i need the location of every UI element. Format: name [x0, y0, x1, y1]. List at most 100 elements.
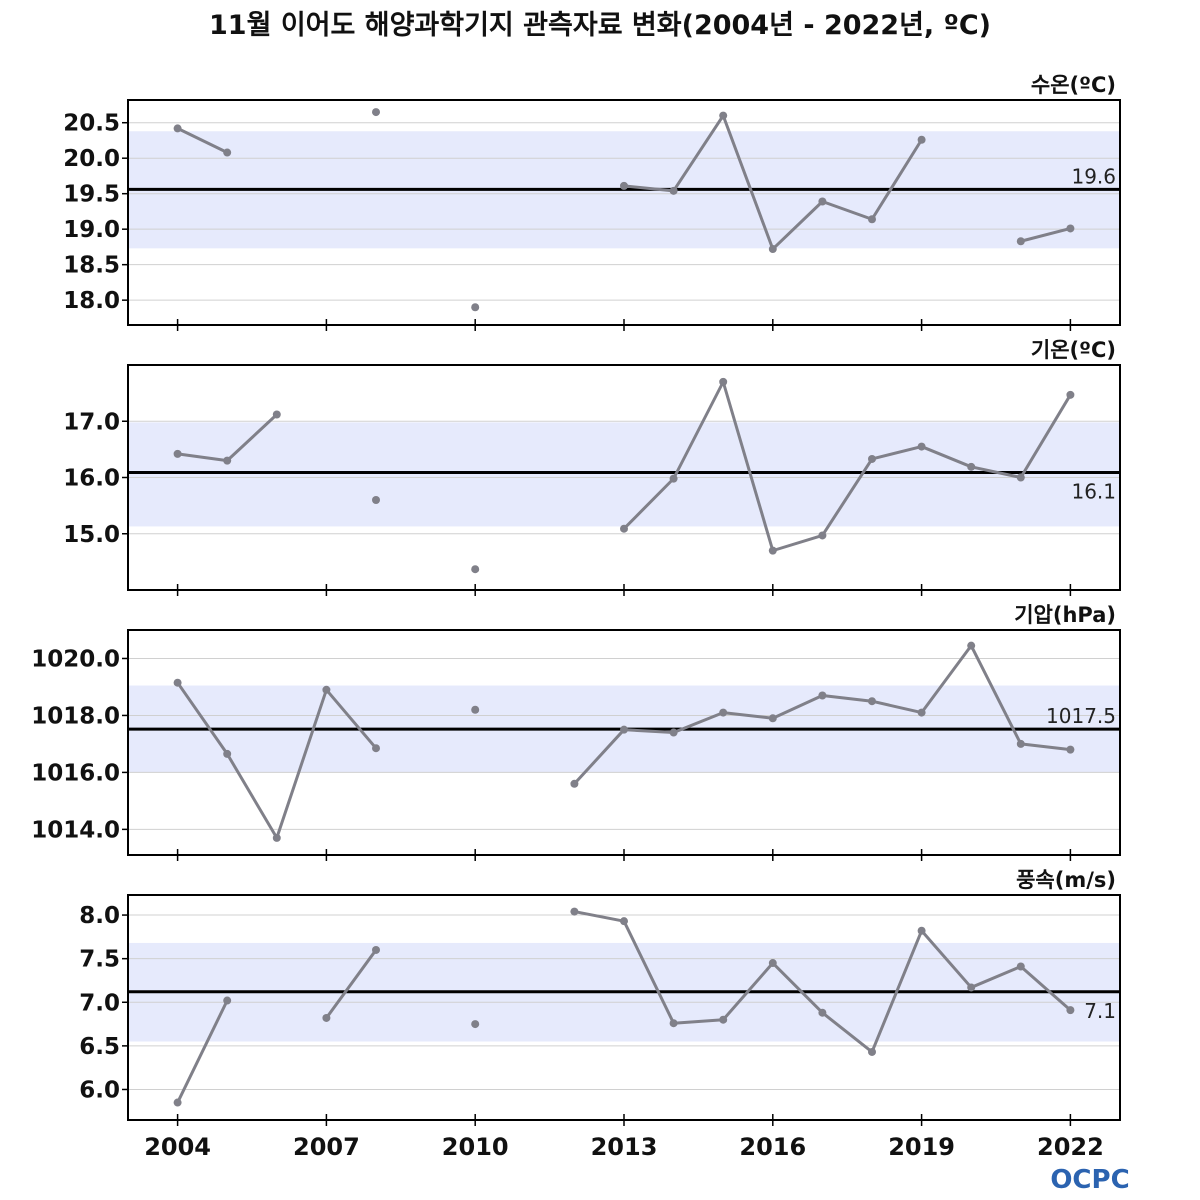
data-point	[620, 725, 628, 734]
series-line	[176, 127, 228, 154]
data-point	[1016, 962, 1025, 971]
data-point	[223, 456, 232, 465]
x-tick-label: 2013	[591, 1133, 658, 1161]
data-point	[471, 565, 480, 574]
data-point	[173, 1098, 182, 1107]
panel-2: 1014.0 1016.0 1018.0 1020.0 1017.5 기압(hPa)	[31, 603, 1121, 861]
data-point	[471, 1020, 480, 1029]
data-point	[1066, 1006, 1075, 1015]
panel-frame	[127, 894, 1121, 1121]
data-point	[719, 377, 728, 386]
series-line	[1020, 227, 1071, 243]
x-tick-label: 2007	[293, 1133, 360, 1161]
panel-frame	[127, 629, 1121, 856]
data-point	[272, 833, 281, 842]
panel-label: 기온(ºC)	[1031, 338, 1116, 362]
data-point	[570, 779, 579, 788]
data-point	[1016, 473, 1025, 482]
data-point	[322, 1013, 331, 1022]
data-point	[471, 705, 480, 714]
data-point	[372, 744, 380, 753]
data-point	[1066, 390, 1075, 399]
data-point	[967, 983, 976, 992]
data-point	[272, 410, 281, 419]
data-point	[669, 474, 678, 483]
data-point	[471, 303, 480, 312]
data-point	[570, 907, 579, 916]
x-tick-label: 2022	[1037, 1133, 1104, 1161]
y-tick-label: 17.0	[63, 409, 120, 435]
x-tick-label: 2016	[739, 1133, 806, 1161]
data-point	[1066, 745, 1075, 754]
y-tick-label: 1018.0	[31, 703, 120, 729]
chart-panels: 18.0 18.5 19.0 19.5 20.0 20.5 19.6 수온(ºC) 15.0 16…	[31, 73, 1121, 1126]
panel-label: 풍속(m/s)	[1016, 868, 1116, 892]
data-point	[223, 148, 232, 157]
panel-1: 15.0 16.0 17.0 16.1 기온(ºC)	[63, 338, 1121, 596]
data-point	[868, 1047, 876, 1056]
mean-label: 16.1	[1071, 479, 1116, 503]
data-point	[620, 181, 628, 190]
y-tick-label: 18.5	[63, 253, 120, 279]
data-point	[372, 945, 380, 954]
data-point	[768, 959, 777, 968]
y-tick-label: 1014.0	[31, 817, 120, 843]
data-point	[1066, 224, 1075, 233]
mean-label: 19.6	[1071, 164, 1116, 188]
data-point	[868, 697, 876, 706]
data-point	[719, 111, 728, 120]
data-point	[768, 546, 777, 555]
ocpc-logo: OCPC	[1050, 1165, 1129, 1195]
series-line	[176, 999, 229, 1104]
data-point	[1016, 739, 1025, 748]
panel-0: 18.0 18.5 19.0 19.5 20.0 20.5 19.6 수온(ºC)	[63, 73, 1121, 331]
data-point	[719, 708, 728, 717]
y-tick-label: 7.5	[79, 947, 120, 973]
panel-frame	[127, 364, 1121, 591]
data-point	[669, 1019, 678, 1028]
data-point	[818, 197, 827, 206]
y-tick-label: 6.0	[79, 1077, 120, 1103]
y-tick-label: 19.5	[63, 182, 120, 208]
mean-label: 1017.5	[1046, 704, 1116, 728]
mean-label: 7.1	[1084, 999, 1116, 1023]
data-point	[223, 996, 232, 1005]
data-point	[620, 917, 628, 926]
data-point	[322, 685, 331, 694]
x-tick-label: 2004	[144, 1133, 211, 1161]
panel-frame	[127, 99, 1121, 326]
std-band	[128, 422, 1120, 527]
series-line	[325, 949, 378, 1019]
data-point	[173, 124, 182, 133]
data-point	[967, 462, 976, 471]
chart-title: 11월 이어도 해양과학기지 관측자료 변화(2004년 - 2022년, ºC…	[209, 10, 991, 41]
data-point	[372, 108, 380, 117]
y-tick-label: 1016.0	[31, 760, 120, 786]
data-point	[818, 1008, 827, 1017]
panel-label: 수온(ºC)	[1031, 73, 1116, 97]
y-tick-label: 16.0	[63, 466, 120, 492]
y-tick-label: 18.0	[63, 288, 120, 314]
data-point	[917, 135, 926, 144]
data-point	[669, 728, 678, 737]
data-point	[917, 442, 926, 451]
data-point	[917, 926, 926, 935]
data-point	[719, 1015, 728, 1024]
data-point	[868, 454, 876, 463]
data-point	[768, 714, 777, 723]
y-tick-label: 20.0	[63, 146, 120, 172]
data-point	[818, 691, 827, 700]
x-tick-label: 2010	[442, 1133, 509, 1161]
data-point	[669, 186, 678, 195]
data-point	[620, 524, 628, 533]
x-tick-label: 2019	[888, 1133, 955, 1161]
data-point	[818, 531, 827, 540]
x-axis: 2004 2007 2010 2013 2016 2019 2022	[144, 1133, 1104, 1161]
data-point	[917, 708, 926, 717]
data-point	[1016, 237, 1025, 246]
y-tick-label: 7.0	[79, 990, 120, 1016]
y-tick-label: 8.0	[79, 903, 120, 929]
data-point	[372, 496, 380, 504]
panel-3: 6.0 6.5 7.0 7.5 8.0 7.1 풍속(m/s)	[79, 868, 1121, 1126]
